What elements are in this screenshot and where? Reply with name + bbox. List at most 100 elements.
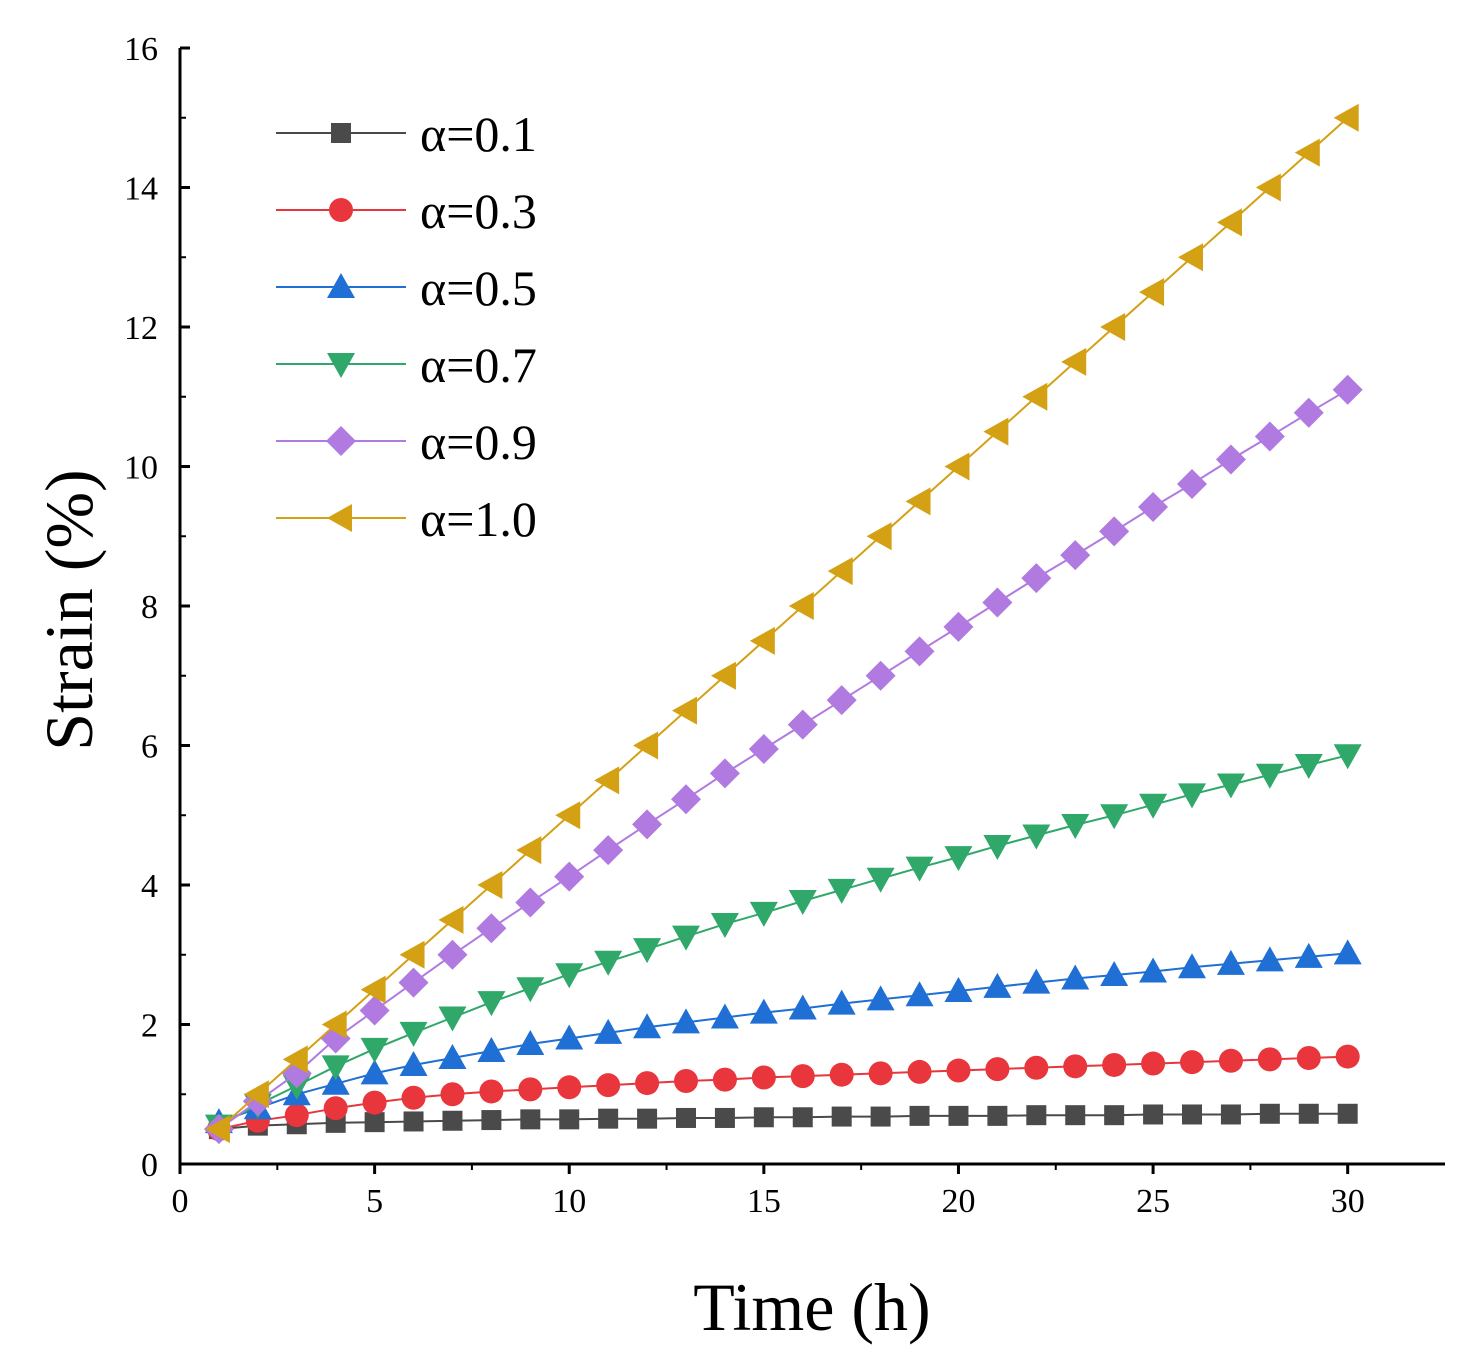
data-point (1100, 804, 1129, 830)
data-point (1215, 444, 1246, 475)
data-point (399, 940, 425, 969)
series-4 (204, 744, 1362, 1140)
data-point (515, 887, 546, 918)
data-point (360, 1037, 389, 1063)
data-point (1180, 1050, 1204, 1075)
data-point (1255, 173, 1281, 202)
data-point (987, 1105, 1008, 1126)
data-point (1100, 313, 1126, 341)
data-point (440, 1082, 465, 1107)
x-tick-label: 10 (552, 1183, 586, 1220)
legend-marker (327, 353, 355, 378)
data-point (905, 981, 934, 1007)
data-point (676, 1107, 696, 1128)
data-point (321, 1069, 350, 1095)
data-point (320, 1023, 351, 1054)
y-tick-label: 10 (124, 450, 158, 487)
data-point (399, 1050, 428, 1076)
data-point (1022, 824, 1051, 850)
data-point (1021, 563, 1052, 594)
data-point (866, 985, 895, 1011)
data-point (905, 487, 931, 516)
data-point (831, 1106, 852, 1127)
data-point (866, 522, 892, 551)
data-point (1139, 957, 1168, 983)
data-point (477, 871, 503, 899)
data-point (1294, 942, 1323, 968)
data-point (323, 1096, 348, 1121)
data-point (944, 846, 973, 872)
data-point (1293, 397, 1324, 428)
data-point (554, 861, 585, 892)
y-tick-label: 4 (141, 868, 158, 905)
data-point (943, 611, 974, 642)
data-point (672, 1008, 700, 1034)
data-point (403, 1111, 424, 1132)
y-axis-title: Strain (%) (31, 469, 107, 750)
data-point (438, 1006, 467, 1032)
data-point (633, 731, 659, 760)
data-point (749, 998, 778, 1024)
x-axis-title: Time (h) (693, 1269, 930, 1345)
legend-label: α=0.1 (420, 106, 537, 162)
data-point (1216, 208, 1242, 237)
series-2 (206, 1044, 1360, 1142)
data-point (1026, 1105, 1047, 1126)
data-point (632, 809, 663, 840)
data-point (1139, 278, 1165, 307)
data-point (710, 661, 736, 690)
x-tick-label: 0 (172, 1183, 189, 1220)
series-5 (203, 374, 1363, 1145)
data-point (671, 784, 701, 815)
legend: α=0.1 α=0.3 α=0.5 α=0.7 α=0.9 α=1.0 (276, 106, 537, 547)
series-6 (204, 103, 1359, 1144)
data-point (983, 417, 1009, 446)
data-point (870, 1106, 891, 1127)
data-point (633, 1013, 662, 1039)
data-point (398, 967, 429, 998)
data-point (1178, 243, 1203, 272)
y-tick-label: 12 (124, 310, 158, 347)
data-point (1065, 1105, 1086, 1126)
data-point (710, 1003, 739, 1029)
data-point (710, 913, 739, 939)
data-point (438, 1043, 467, 1069)
y-tick-label: 6 (141, 729, 158, 766)
data-point (1294, 754, 1323, 780)
legend-label: α=0.9 (420, 414, 537, 470)
data-point (442, 1110, 463, 1131)
series-line (218, 1112, 1348, 1131)
data-point (709, 758, 740, 789)
data-point (788, 592, 814, 620)
series-line (218, 388, 1349, 1130)
data-point (905, 856, 934, 882)
data-point (516, 977, 545, 1003)
y-tick-label: 14 (124, 171, 158, 208)
data-point (672, 696, 697, 725)
data-point (1139, 793, 1168, 819)
data-point (788, 994, 817, 1020)
data-point (749, 901, 778, 927)
axes: 0 5 10 15 20 25 30 0 2 4 6 8 10 12 14 16 (124, 31, 1445, 1220)
legend-label: α=0.7 (420, 337, 537, 393)
series-line (218, 117, 1349, 1130)
data-point (479, 1079, 504, 1104)
data-point (1178, 953, 1206, 979)
data-point (633, 938, 662, 964)
data-point (1104, 1105, 1125, 1126)
data-point (1298, 1103, 1319, 1124)
data-point (1141, 1051, 1166, 1076)
data-point (1335, 1044, 1360, 1069)
data-point (1257, 1047, 1282, 1072)
data-point (1060, 540, 1091, 571)
data-point (1061, 347, 1087, 376)
data-point (1216, 949, 1245, 975)
y-tick-label: 8 (141, 589, 158, 626)
data-point (1332, 374, 1363, 405)
data-point (827, 878, 856, 904)
data-point (557, 1075, 582, 1100)
data-point (594, 766, 620, 795)
data-point (360, 975, 386, 1004)
legend-marker (327, 504, 352, 532)
data-point (635, 1071, 660, 1096)
